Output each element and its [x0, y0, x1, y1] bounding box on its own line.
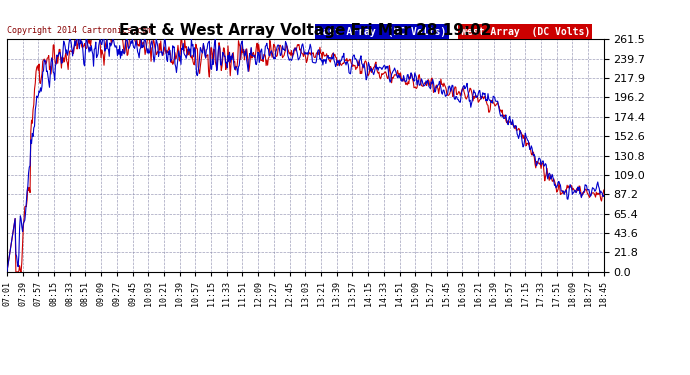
Title: East & West Array Voltage Fri Mar 28 19:02: East & West Array Voltage Fri Mar 28 19:… — [119, 23, 491, 38]
Text: Copyright 2014 Cartronics.com: Copyright 2014 Cartronics.com — [7, 26, 152, 35]
Text: East Array  (DC Volts): East Array (DC Volts) — [317, 27, 446, 37]
Text: West Array  (DC Volts): West Array (DC Volts) — [460, 27, 590, 37]
